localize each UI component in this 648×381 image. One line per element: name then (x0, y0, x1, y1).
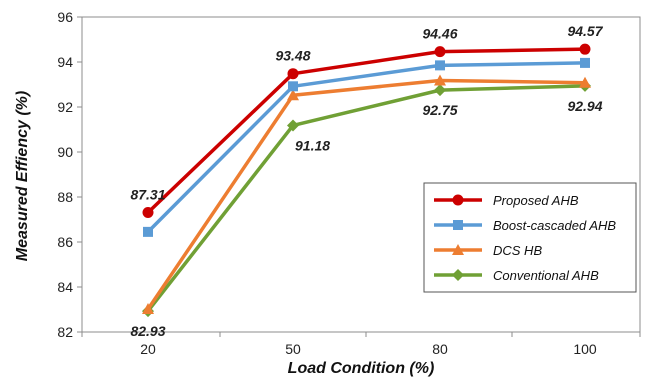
data-point-proposed-ahb (142, 207, 154, 219)
y-tick-label: 94 (57, 54, 73, 70)
legend-label: DCS HB (493, 243, 542, 258)
data-label: 93.48 (275, 48, 310, 64)
legend-swatch-marker (453, 220, 463, 230)
y-tick-label: 86 (57, 234, 73, 250)
series-layer (142, 43, 591, 318)
y-tick-label: 88 (57, 189, 73, 205)
data-point-boost-cascaded-ahb (143, 226, 153, 237)
data-label: 91.18 (295, 137, 330, 153)
data-point-dcs-hb (142, 303, 154, 315)
legend-item-conventional-ahb: Conventional AHB (434, 268, 599, 283)
data-point-boost-cascaded-ahb (580, 57, 590, 68)
series-line-conventional-ahb (146, 84, 586, 313)
legend-swatch-marker (452, 194, 464, 206)
legend-label: Proposed AHB (493, 193, 579, 208)
legend-label: Conventional AHB (493, 268, 599, 283)
data-point-boost-cascaded-ahb (435, 60, 445, 71)
data-point-boost-cascaded-ahb (288, 81, 298, 92)
series-boost-cascaded-ahb (143, 57, 590, 237)
data-label: 94.57 (567, 23, 603, 39)
series-proposed-ahb (142, 43, 591, 219)
y-axis-title: Measured Effiency (%) (14, 91, 31, 261)
data-point-proposed-ahb (579, 43, 591, 55)
y-tick-label: 96 (57, 9, 73, 25)
series-line-proposed-ahb (146, 47, 586, 214)
y-tick-label: 90 (57, 144, 73, 160)
data-label: 94.46 (422, 26, 457, 42)
x-axis: 20 50 80 100 (81, 332, 641, 357)
data-point-dcs-hb (579, 76, 591, 88)
data-point-dcs-hb (434, 74, 446, 86)
legend: Proposed AHB Boost-cascaded AHB DCS HB Conv… (423, 182, 637, 293)
legend-item-boost-cascaded-ahb: Boost-cascaded AHB (434, 218, 616, 233)
x-tick-label: 100 (573, 341, 597, 357)
legend-item-proposed-ahb: Proposed AHB (434, 193, 579, 208)
data-point-proposed-ahb (287, 68, 299, 80)
data-label: 92.94 (567, 98, 602, 114)
series-conventional-ahb (142, 79, 591, 318)
data-point-dcs-hb (287, 89, 299, 101)
y-axis: 82 84 86 88 90 92 94 96 (57, 9, 82, 340)
series-line-boost-cascaded-ahb (146, 61, 586, 234)
legend-swatch-marker (452, 269, 464, 281)
x-tick-label: 80 (432, 341, 448, 357)
data-point-conventional-ahb (434, 84, 446, 97)
data-labels: 87.31 93.48 94.46 94.57 82.93 91.18 92.75 92.94 (130, 23, 603, 339)
series-line-dcs-hb (146, 78, 586, 311)
data-label: 92.75 (422, 102, 457, 118)
data-label: 82.93 (130, 323, 165, 339)
x-tick-label: 50 (285, 341, 301, 357)
data-label: 87.31 (130, 187, 165, 203)
y-tick-label: 84 (57, 279, 73, 295)
y-tick-label: 82 (57, 324, 73, 340)
series-dcs-hb (142, 74, 591, 315)
y-tick-label: 92 (57, 99, 73, 115)
data-point-conventional-ahb (287, 119, 299, 132)
x-axis-title: Load Condition (%) (288, 360, 435, 377)
data-point-proposed-ahb (434, 46, 446, 58)
x-tick-label: 20 (140, 341, 156, 357)
legend-item-dcs-hb: DCS HB (434, 243, 542, 258)
legend-swatch-marker (452, 244, 464, 255)
legend-label: Boost-cascaded AHB (493, 218, 616, 233)
